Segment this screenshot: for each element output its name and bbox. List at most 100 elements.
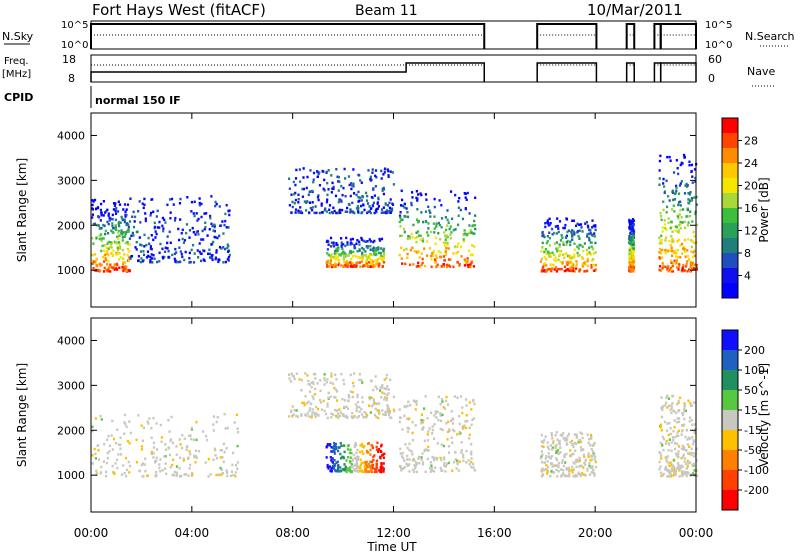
velocity-cell (667, 397, 670, 400)
colorbar-swatch (722, 430, 738, 451)
power-cell (579, 243, 582, 247)
power-cell (666, 268, 669, 271)
power-cell (201, 229, 204, 233)
velocity-cell (296, 415, 299, 418)
velocity-cell (374, 375, 377, 378)
power-cell (288, 177, 291, 181)
power-cell (452, 252, 455, 255)
power-cell (372, 246, 375, 249)
power-cell (350, 181, 353, 185)
power-cell (660, 248, 663, 252)
velocity-cell (126, 439, 130, 443)
velocity-cell (587, 455, 590, 459)
velocity-cell (318, 398, 322, 402)
power-cell (327, 253, 330, 257)
power-cell (437, 231, 440, 235)
power-cell (382, 188, 386, 191)
velocity-cell (358, 450, 361, 454)
velocity-cell (679, 467, 682, 470)
velocity-cell (455, 467, 458, 470)
power-cell (149, 214, 152, 217)
velocity-cell (326, 378, 329, 381)
velocity-cell (116, 466, 119, 470)
power-cell (130, 234, 133, 238)
velocity-cell (688, 416, 692, 419)
velocity-cell (357, 470, 360, 473)
velocity-cell (549, 444, 552, 447)
velocity-cell (381, 409, 384, 412)
power-cell (444, 216, 447, 219)
velocity-cell (547, 447, 550, 451)
power-cell (562, 241, 565, 244)
power-cell (326, 260, 329, 263)
velocity-cell (377, 448, 381, 451)
power-cell (181, 255, 184, 259)
velocity-cell (555, 457, 558, 460)
power-cell (100, 263, 103, 267)
power-cell (365, 260, 368, 263)
velocity-cell (406, 464, 409, 467)
power-cell (107, 267, 110, 270)
power-cell (180, 252, 183, 256)
power-cell (473, 245, 476, 248)
power-cell (317, 194, 320, 197)
power-cell (117, 231, 120, 234)
power-cell (177, 227, 180, 231)
power-cell (372, 187, 375, 190)
power-cell (329, 236, 333, 240)
power-cell (106, 249, 109, 253)
power-cell (587, 225, 590, 229)
velocity-cell (586, 467, 589, 471)
velocity-cell (677, 434, 680, 438)
velocity-cell (570, 468, 574, 472)
power-cell (188, 261, 191, 264)
velocity-cell (431, 428, 434, 432)
power-cell (632, 249, 635, 252)
power-cell (365, 262, 368, 265)
power-cell (470, 231, 473, 234)
power-cell (112, 231, 115, 234)
velocity-cell (287, 373, 291, 377)
y-tick-label: 3000 (57, 379, 85, 392)
power-cell (190, 200, 194, 204)
velocity-cell (461, 406, 464, 409)
velocity-cell (400, 469, 403, 472)
velocity-cell (138, 469, 142, 473)
power-cell (689, 190, 692, 194)
power-cell (297, 201, 300, 204)
power-cell (571, 265, 574, 268)
power-cell (214, 236, 217, 239)
power-cell (321, 211, 324, 214)
velocity-cell (659, 452, 662, 455)
power-cell (660, 256, 664, 259)
power-cell (679, 182, 682, 185)
velocity-cell (674, 452, 678, 455)
velocity-cell (577, 472, 580, 476)
power-cell (318, 211, 321, 215)
velocity-cell (234, 463, 238, 467)
power-cell (374, 262, 378, 266)
velocity-cell (412, 457, 415, 461)
velocity-cell (677, 450, 680, 453)
power-cell (222, 246, 225, 249)
power-cell (104, 229, 107, 233)
power-cell (563, 265, 567, 268)
y-tick-label: 3000 (57, 174, 85, 187)
velocity-cell (673, 468, 676, 471)
power-cell (401, 218, 404, 221)
velocity-cell (333, 452, 336, 455)
velocity-cell (465, 449, 468, 453)
velocity-cell (575, 434, 579, 438)
velocity-cell (457, 469, 460, 472)
power-cell (663, 226, 667, 230)
power-cell (437, 250, 440, 253)
velocity-cell (295, 409, 298, 412)
velocity-cell (446, 430, 450, 434)
power-cell (359, 204, 363, 208)
power-cell (341, 247, 344, 250)
velocity-cell (339, 456, 343, 460)
velocity-cell (219, 449, 222, 452)
power-cell (345, 260, 349, 263)
power-cell (93, 222, 97, 226)
